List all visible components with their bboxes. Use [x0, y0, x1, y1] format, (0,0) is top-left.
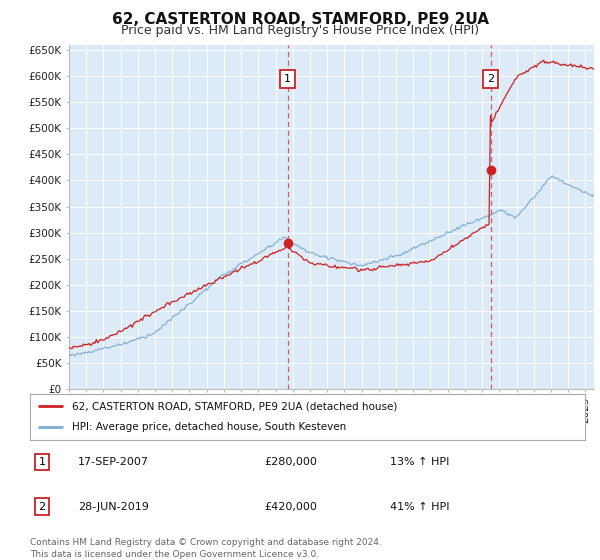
Text: 41% ↑ HPI: 41% ↑ HPI — [390, 502, 449, 512]
Text: HPI: Average price, detached house, South Kesteven: HPI: Average price, detached house, Sout… — [71, 422, 346, 432]
Text: 2: 2 — [38, 502, 46, 512]
Text: 62, CASTERTON ROAD, STAMFORD, PE9 2UA (detached house): 62, CASTERTON ROAD, STAMFORD, PE9 2UA (d… — [71, 401, 397, 411]
Text: 62, CASTERTON ROAD, STAMFORD, PE9 2UA: 62, CASTERTON ROAD, STAMFORD, PE9 2UA — [112, 12, 488, 27]
Text: 17-SEP-2007: 17-SEP-2007 — [78, 457, 149, 467]
Text: Contains HM Land Registry data © Crown copyright and database right 2024.
This d: Contains HM Land Registry data © Crown c… — [30, 538, 382, 559]
Text: 1: 1 — [38, 457, 46, 467]
Text: 2: 2 — [487, 74, 494, 83]
Text: £280,000: £280,000 — [264, 457, 317, 467]
Text: 1: 1 — [284, 74, 291, 83]
Text: £420,000: £420,000 — [264, 502, 317, 512]
Text: 13% ↑ HPI: 13% ↑ HPI — [390, 457, 449, 467]
Text: Price paid vs. HM Land Registry's House Price Index (HPI): Price paid vs. HM Land Registry's House … — [121, 24, 479, 36]
Text: 28-JUN-2019: 28-JUN-2019 — [78, 502, 149, 512]
